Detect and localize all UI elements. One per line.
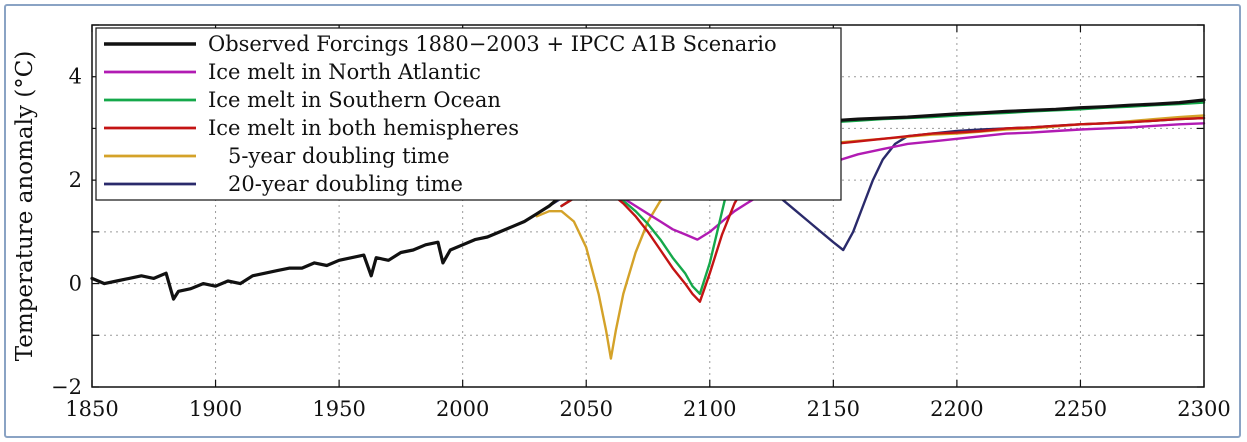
x-tick-label: 2200 <box>930 397 983 421</box>
x-tick-label: 2150 <box>807 397 860 421</box>
x-tick-label: 2050 <box>559 397 612 421</box>
legend-label-3: Ice melt in both hemispheres <box>208 116 519 140</box>
x-tick-label: 1850 <box>65 397 118 421</box>
y-tick-label: −2 <box>51 375 82 399</box>
series-layer <box>90 98 1206 360</box>
plot-border <box>91 24 1205 388</box>
legend-label-0: Observed Forcings 1880−2003 + IPCC A1B S… <box>208 32 777 56</box>
series-line-0 <box>90 98 1206 301</box>
x-tick-label: 2100 <box>683 397 736 421</box>
legend: Observed Forcings 1880−2003 + IPCC A1B S… <box>95 27 842 201</box>
ticks: 1850 1900 1950 2000 2050 2100 2150 2200 2250 2300… <box>51 24 1231 421</box>
x-tick-label: 1900 <box>189 397 242 421</box>
x-tick-label: 1950 <box>312 397 365 421</box>
legend-box <box>95 27 842 201</box>
y-tick-label: 2 <box>69 168 82 192</box>
y-axis-label: Temperature anomaly (°C) <box>12 51 38 362</box>
x-tick-label: 2000 <box>436 397 489 421</box>
y-tick-label: 4 <box>69 65 82 89</box>
legend-label-5: 20-year doubling time <box>228 172 463 196</box>
legend-label-4: 5-year doubling time <box>228 144 450 168</box>
y-tick-label: 0 <box>69 272 82 296</box>
legend-label-1: Ice melt in North Atlantic <box>208 60 481 84</box>
legend-label-2: Ice melt in Southern Ocean <box>208 88 501 112</box>
x-tick-label: 2300 <box>1177 397 1230 421</box>
x-tick-label: 2250 <box>1054 397 1107 421</box>
